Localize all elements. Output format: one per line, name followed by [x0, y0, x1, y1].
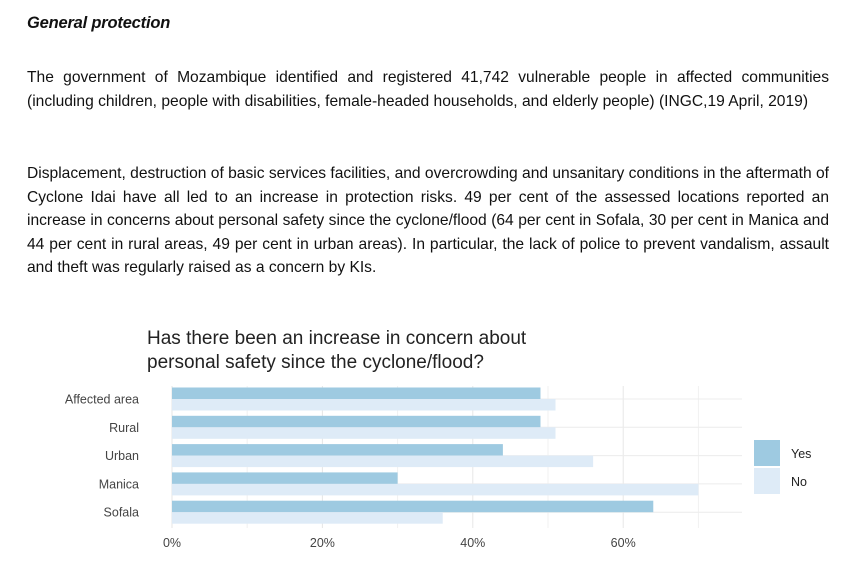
bar-no-affected-area: [172, 399, 556, 411]
chart-legend: Yes No: [754, 440, 811, 494]
paragraph-protection-risks: Displacement, destruction of basic servi…: [27, 165, 829, 276]
y-tick-label: Manica: [99, 477, 139, 491]
y-tick-label: Urban: [105, 449, 139, 463]
bar-no-urban: [172, 455, 594, 468]
legend-label-yes: Yes: [791, 447, 811, 461]
y-tick-label: Rural: [109, 421, 139, 435]
bar-yes-rural: [172, 415, 541, 428]
paragraph-registration: The government of Mozambique identified …: [27, 69, 829, 110]
x-tick-label: 60%: [611, 536, 636, 550]
chart-title-line-1: Has there been an increase in concern ab…: [147, 328, 527, 349]
x-tick-label: 40%: [460, 536, 485, 550]
bar-no-manica: [172, 483, 699, 496]
bar-yes-affected-area: [172, 387, 541, 399]
plot-area: Affected area Rural Urban Manica Sofala 0% 20%…: [65, 386, 742, 550]
legend-label-no: No: [791, 475, 807, 489]
bar-yes-manica: [172, 472, 398, 484]
section-heading: General protection: [27, 14, 171, 32]
legend-key-no: [754, 468, 780, 494]
bar-no-rural: [172, 427, 556, 439]
x-tick-label: 0%: [163, 536, 181, 550]
legend-key-yes: [754, 440, 780, 466]
y-tick-label: Sofala: [104, 506, 139, 520]
chart-title-line-2: personal safety since the cyclone/flood?: [147, 352, 484, 373]
bar-yes-sofala: [172, 500, 654, 513]
bar-yes-urban: [172, 444, 503, 456]
x-tick-label: 20%: [310, 536, 335, 550]
y-tick-label: Affected area: [65, 393, 139, 407]
bar-no-sofala: [172, 512, 443, 524]
safety-concern-chart: Has there been an increase in concern ab…: [65, 328, 812, 550]
